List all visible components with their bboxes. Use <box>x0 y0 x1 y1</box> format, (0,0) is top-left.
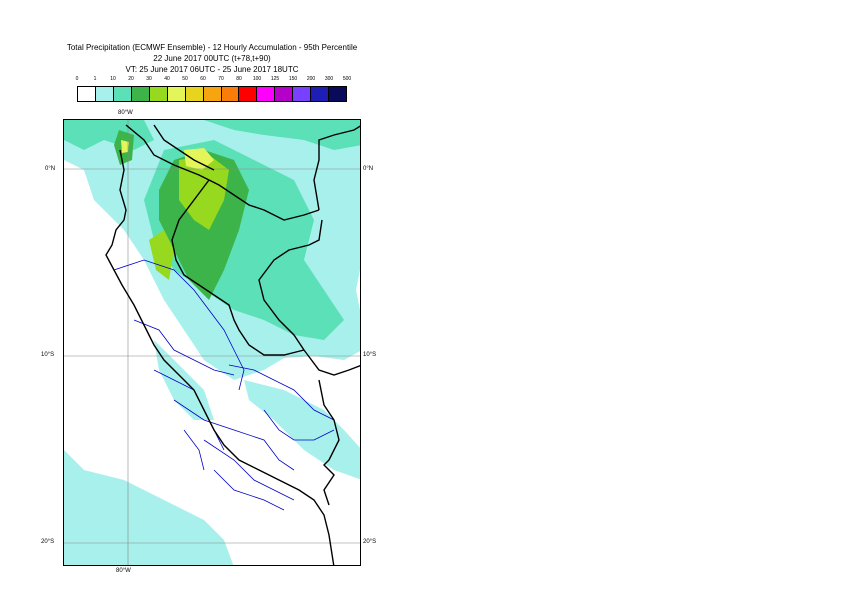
lat-label-10-right: 10°S <box>363 352 377 358</box>
precip-field-yellow <box>121 140 214 170</box>
legend-label: 40 <box>164 76 170 82</box>
legend-bar <box>77 86 347 102</box>
legend-swatch <box>167 87 186 101</box>
lon-label-bottom: 80°W <box>116 568 131 574</box>
lat-label-20-right: 20°S <box>363 539 377 545</box>
region-borders <box>113 259 335 511</box>
legend-swatch <box>149 87 168 101</box>
legend-label: 0 <box>75 76 79 82</box>
legend-label: 200 <box>306 76 316 82</box>
legend-swatch <box>113 87 132 101</box>
precipitation-map <box>63 119 361 566</box>
lat-label-10-left: 10°S <box>41 352 55 358</box>
legend-label: 50 <box>182 76 188 82</box>
lat-label-0-right: 0°N <box>363 166 374 172</box>
title-block: Total Precipitation (ECMWF Ensemble) - 1… <box>0 42 424 75</box>
lat-label-20-left: 20°S <box>41 539 55 545</box>
legend-label: 10 <box>110 76 116 82</box>
legend-label: 70 <box>218 76 224 82</box>
legend-swatch <box>185 87 204 101</box>
legend-swatch <box>311 87 330 101</box>
legend-label: 150 <box>288 76 298 82</box>
lat-label-0-left: 0°N <box>45 166 56 172</box>
legend-label: 30 <box>146 76 152 82</box>
legend-swatch <box>95 87 114 101</box>
legend-swatch <box>221 87 240 101</box>
country-borders <box>105 124 360 565</box>
legend-label: 100 <box>252 76 262 82</box>
legend-label: 500 <box>342 76 352 82</box>
legend-swatch <box>329 87 347 101</box>
legend-label: 300 <box>324 76 334 82</box>
legend-label: 80 <box>236 76 242 82</box>
legend-swatch <box>239 87 258 101</box>
lon-label-top: 80°W <box>118 110 133 116</box>
legend-label: 20 <box>128 76 134 82</box>
chart-title: Total Precipitation (ECMWF Ensemble) - 1… <box>66 43 358 52</box>
legend-label: 60 <box>200 76 206 82</box>
legend-swatch <box>131 87 150 101</box>
legend-label: 125 <box>270 76 280 82</box>
map-svg <box>64 120 360 565</box>
legend-swatch <box>257 87 276 101</box>
color-legend: 0 1 10 20 30 40 50 60 70 80 100 125 150 200 300 500 <box>75 76 352 102</box>
legend-label: 1 <box>93 76 97 82</box>
legend-swatch <box>203 87 222 101</box>
chart-base-time: 22 June 2017 00UTC (t+78,t+90) <box>153 54 271 63</box>
legend-swatch <box>293 87 312 101</box>
legend-labels: 0 1 10 20 30 40 50 60 70 80 100 125 150 200 300 500 <box>75 76 352 85</box>
chart-valid-time: VT: 25 June 2017 06UTC - 25 June 2017 18… <box>125 65 299 74</box>
legend-swatch <box>78 87 96 101</box>
legend-swatch <box>275 87 294 101</box>
